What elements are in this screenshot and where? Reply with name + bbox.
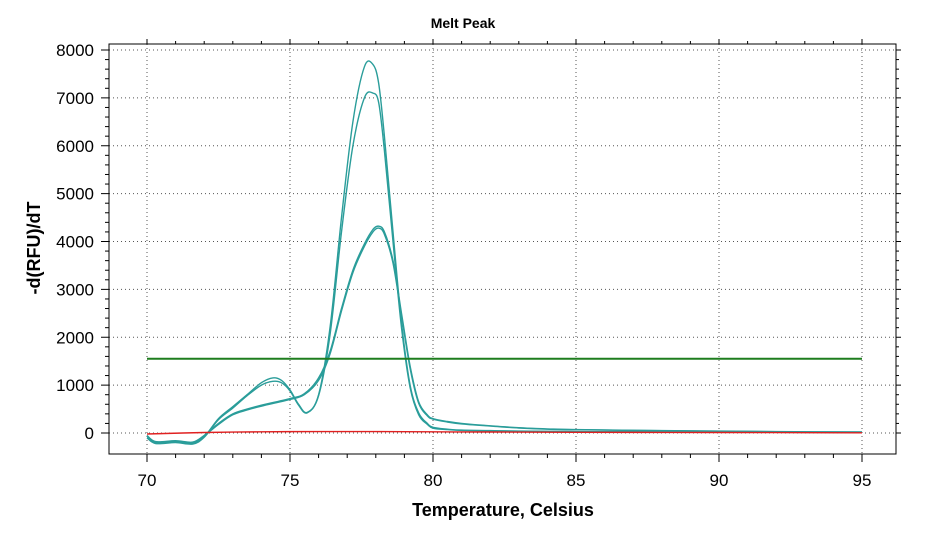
y-tick-label: 8000	[56, 41, 94, 60]
x-tick-label: 85	[567, 471, 586, 490]
sample-curve-3	[146, 227, 863, 444]
y-tick-label: 5000	[56, 185, 94, 204]
series-group	[146, 60, 863, 445]
x-tick-label: 80	[424, 471, 443, 490]
sample-curve-0	[146, 60, 863, 444]
chart-title: Melt Peak	[431, 15, 496, 31]
x-tick-label: 70	[138, 471, 157, 490]
x-tick-label: 75	[281, 471, 300, 490]
x-tick-label: 95	[853, 471, 872, 490]
y-tick-label: 6000	[56, 137, 94, 156]
x-axis-label: Temperature, Celsius	[412, 500, 594, 520]
y-tick-label: 2000	[56, 328, 94, 347]
y-tick-label: 4000	[56, 233, 94, 252]
y-tick-label: 3000	[56, 280, 94, 299]
grid	[109, 44, 896, 454]
y-tick-label: 1000	[56, 376, 94, 395]
sample-curve-2	[146, 225, 863, 443]
y-tick-label: 7000	[56, 89, 94, 108]
y-tick-label: 0	[85, 424, 94, 443]
axis-ticks: 70 75 80 85 90 95 0 1000 2000 3000 4000 5000 6000 700…	[56, 39, 901, 490]
plot-area-frame	[108, 43, 897, 455]
sample-curve-1	[146, 91, 863, 445]
negative-curve-5	[146, 430, 863, 435]
y-axis-label: -d(RFU)/dT	[24, 202, 44, 295]
x-tick-label: 90	[710, 471, 729, 490]
